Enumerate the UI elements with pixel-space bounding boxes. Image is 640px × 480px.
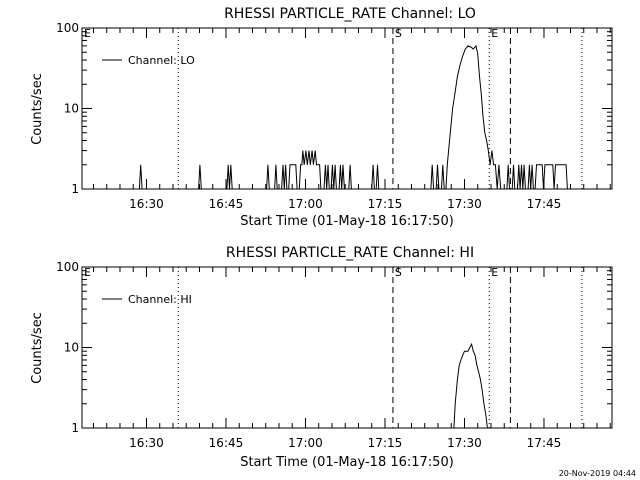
x-axis-ticks: 16:30 16:45 17:00 17:15 17:30 17:45	[92, 28, 611, 211]
legend: Channel: LO	[102, 54, 195, 67]
y-tick-label: 100	[56, 21, 79, 35]
panel-lo: RHESSI PARTICLE_RATE Channel: LO Start T…	[30, 6, 613, 229]
chart-title: RHESSI PARTICLE_RATE Channel: LO	[224, 6, 476, 22]
legend-label: Channel: HI	[128, 293, 192, 306]
marker-label: E	[491, 27, 498, 40]
x-axis-label: Start Time (01-May-18 16:17:50)	[240, 455, 454, 470]
marker-label: E	[84, 27, 91, 40]
series-group	[453, 342, 488, 429]
plot-frame	[81, 266, 613, 429]
y-tick-label: 100	[56, 260, 79, 274]
x-tick-label: 17:15	[368, 197, 403, 211]
marker-label: S	[395, 27, 402, 40]
y-tick-label: 1	[71, 182, 79, 196]
x-tick-label: 17:00	[288, 436, 323, 450]
y-axis-label: Counts/sec	[30, 73, 45, 145]
x-tick-label: 16:45	[209, 436, 244, 450]
x-tick-label: 17:30	[447, 197, 482, 211]
plot-frame	[81, 27, 613, 190]
y-axis-label: Counts/sec	[30, 312, 45, 384]
x-tick-label: 17:15	[368, 436, 403, 450]
panel-hi: RHESSI PARTICLE_RATE Channel: HI Start T…	[30, 245, 613, 470]
y-tick-label: 10	[64, 102, 79, 116]
marker-label: E	[84, 266, 91, 279]
x-tick-label: 16:30	[129, 197, 164, 211]
footer-timestamp: 20-Nov-2019 04:44	[559, 469, 636, 478]
chart-title: RHESSI PARTICLE_RATE Channel: HI	[226, 245, 474, 261]
series-line	[138, 44, 568, 190]
marker-label: E	[491, 266, 498, 279]
legend: Channel: HI	[102, 293, 192, 306]
x-tick-label: 16:30	[129, 436, 164, 450]
y-tick-label: 10	[64, 341, 79, 355]
x-tick-label: 17:00	[288, 197, 323, 211]
x-tick-label: 17:30	[447, 436, 482, 450]
legend-label: Channel: LO	[128, 54, 195, 67]
x-axis-ticks: 16:30 16:45 17:00 17:15 17:30 17:45	[92, 267, 611, 450]
y-tick-label: 1	[71, 421, 79, 435]
x-tick-label: 17:45	[527, 197, 562, 211]
marker-label: S	[395, 266, 402, 279]
x-tick-label: 17:45	[527, 436, 562, 450]
x-axis-label: Start Time (01-May-18 16:17:50)	[240, 214, 454, 229]
y-axis-ticks: 1 10 100	[56, 260, 612, 435]
series-group	[138, 44, 568, 190]
x-tick-label: 16:45	[209, 197, 244, 211]
y-axis-ticks: 1 10 100	[56, 21, 612, 196]
series-line	[453, 342, 488, 429]
